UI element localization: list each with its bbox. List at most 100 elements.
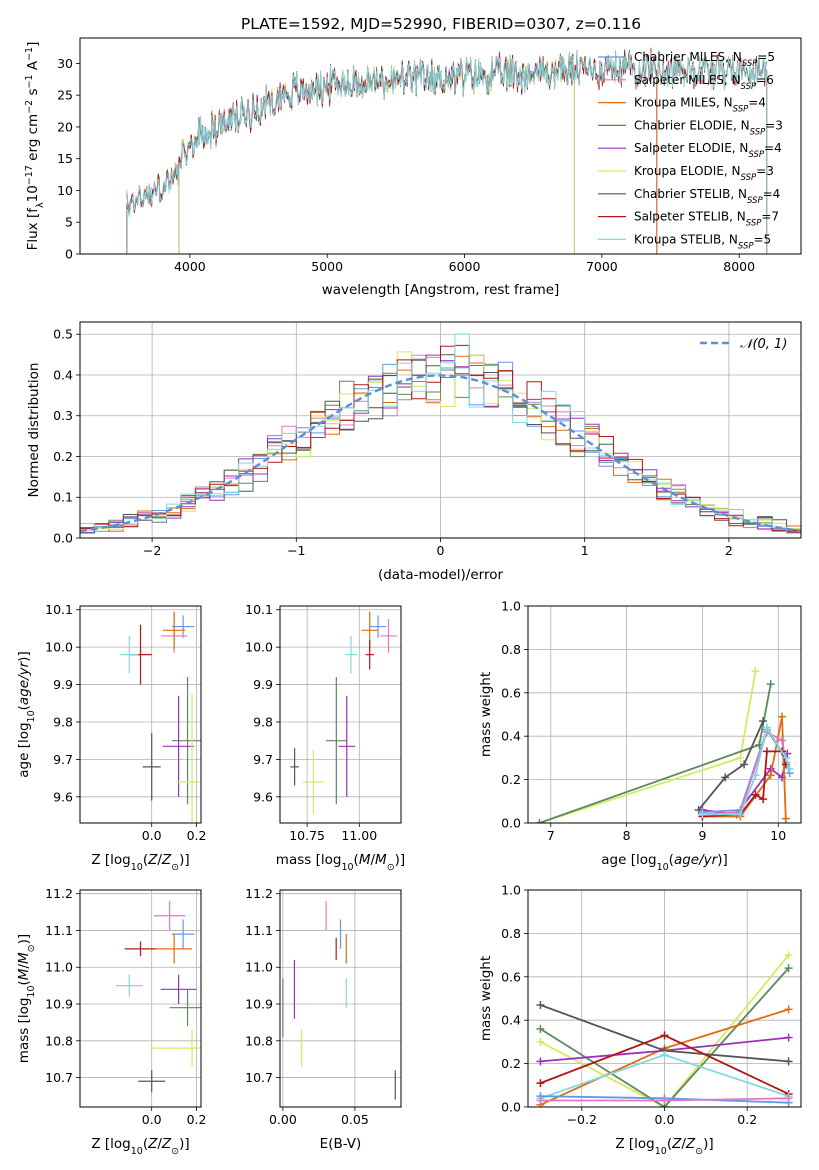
axes-border xyxy=(79,889,202,1108)
weight-marker-chabrier-stelib xyxy=(759,717,768,726)
x-tick-label: 1 xyxy=(581,543,589,558)
weight-marker-chabrier-elodie xyxy=(784,964,793,973)
panel-mass-weight-vs-Z: −0.2 0.0 0.2 0.0 0.2 0.4 0.6 0.8 1.0 Z [log10(Z/Z… xyxy=(478,883,802,1157)
panel-mass-vs-EBV: 0.00 0.05 10.7 10.8 10.9 11.0 11.1 11.2 E(B-V) xyxy=(245,886,402,1152)
y-tick-label: 0.5 xyxy=(53,327,73,342)
legend-label-salpeter-miles: Salpeter MILES, NSSP=6 xyxy=(634,73,774,92)
x-tick-label: 2 xyxy=(725,543,733,558)
weight-marker-kroupa-elodie xyxy=(751,667,760,676)
x-tick-label: 10.75 xyxy=(289,828,325,843)
errorbar-kroupa-miles xyxy=(162,611,186,650)
legend-label-salpeter-elodie: Salpeter ELODIE, NSSP=4 xyxy=(634,141,782,160)
x-axis-label: Z [log10(Z/Z⊙)] xyxy=(615,1136,713,1157)
panel-age-vs-Z: 0.0 0.2 9.6 9.7 9.8 9.9 10.0 10.1 Z [log10(Z/Z⊙)… xyxy=(16,602,206,872)
y-tick-label: 0.6 xyxy=(501,969,521,984)
plot-area-mass-vs-EBV xyxy=(282,901,396,1100)
weight-marker-chabrier-elodie xyxy=(766,680,775,689)
x-tick-label: 8 xyxy=(623,828,631,843)
panel-residuals: −2 −1 0 1 2 0.0 0.1 0.2 0.3 0.4 0.5 𝒩(0, 1) (data-mo… xyxy=(26,321,802,583)
weight-marker-kroupa-stelib xyxy=(781,753,790,762)
weight-marker-chabrier-stelib xyxy=(536,1001,545,1010)
y-tick-label: 11.2 xyxy=(45,886,73,901)
axes-frame: 0.00 0.05 10.7 10.8 10.9 11.0 11.1 11.2 E(B-V) xyxy=(245,886,402,1152)
errorbar-chabrier-miles xyxy=(171,615,195,638)
errorbar-salpeter-elodie xyxy=(160,974,197,1005)
y-tick-label: 10.0 xyxy=(45,640,73,655)
y-tick-label: 5 xyxy=(65,215,73,230)
axes-border xyxy=(79,37,802,255)
y-tick-label: 10.7 xyxy=(45,1070,73,1085)
figure-title: PLATE=1592, MJD=52990, FIBERID=0307, z=0… xyxy=(241,15,641,33)
spectrum-line-kroupa-stelib xyxy=(126,51,767,217)
histogram-kroupa-stelib xyxy=(80,333,801,534)
y-tick-label: 0.3 xyxy=(53,408,73,423)
x-tick-label: −2 xyxy=(143,543,161,558)
weight-marker-kroupa-elodie xyxy=(784,951,793,960)
x-axis-label: Z [log10(Z/Z⊙)] xyxy=(91,1136,189,1157)
legend-label-normal: 𝒩(0, 1) xyxy=(740,337,787,352)
errorbar-kroupa-miles xyxy=(156,934,193,964)
y-tick-label: 10.9 xyxy=(45,997,73,1012)
errorbar-kroupa-stelib xyxy=(115,974,143,997)
y-tick-label: 0.4 xyxy=(53,367,73,382)
y-tick-label: 0.2 xyxy=(501,772,521,787)
plot-area-age-vs-mass xyxy=(290,611,397,814)
errorbar-salpeter-elodie xyxy=(162,695,195,797)
weight-marker-kroupa-stelib xyxy=(698,810,707,819)
y-tick-label: 11.0 xyxy=(45,960,73,975)
plot-area-mass-vs-Z xyxy=(115,901,201,1093)
weight-marker-chabrier-elodie xyxy=(535,819,544,823)
x-tick-label: 0.05 xyxy=(341,1112,369,1127)
y-tick-label: 11.1 xyxy=(245,923,273,938)
y-axis-label: mass weight xyxy=(478,672,494,757)
y-tick-label: 0.4 xyxy=(501,1013,521,1028)
axes-border xyxy=(79,605,202,824)
y-tick-label: 9.7 xyxy=(53,752,73,767)
weight-marker-salpeter-stelib xyxy=(759,795,768,804)
errorbar-chabrier-elodie xyxy=(169,989,201,1027)
x-tick-label: 9 xyxy=(698,828,706,843)
errorbar-chabrier-stelib xyxy=(290,748,299,786)
y-tick-label: 0.1 xyxy=(53,490,73,505)
y-tick-label: 9.6 xyxy=(53,789,73,804)
x-tick-label: 7000 xyxy=(586,259,618,274)
y-tick-label: 0.0 xyxy=(501,816,521,831)
x-tick-label: 7 xyxy=(547,828,555,843)
y-tick-label: 0.8 xyxy=(501,642,521,657)
errorbar-salpeter-miles xyxy=(380,619,397,653)
x-tick-label: 0.0 xyxy=(142,1112,162,1127)
errorbar-kroupa-elodie xyxy=(151,1029,201,1067)
legend-label-kroupa-elodie: Kroupa ELODIE, NSSP=3 xyxy=(634,164,774,183)
y-tick-label: 0.8 xyxy=(501,926,521,941)
weight-marker-salpeter-elodie xyxy=(784,1033,793,1042)
y-tick-label: 11.1 xyxy=(45,923,73,938)
errorbar-salpeter-stelib xyxy=(124,941,157,957)
x-tick-label: 11.00 xyxy=(341,828,377,843)
x-tick-label: 0.0 xyxy=(142,828,162,843)
weight-marker-salpeter-stelib xyxy=(660,1031,669,1040)
y-tick-label: 1.0 xyxy=(501,883,521,898)
x-axis-label: age [log10(age/yr)] xyxy=(601,852,727,873)
y-axis-label: age [log10(age/yr)] xyxy=(16,651,37,777)
y-tick-label: 15 xyxy=(57,151,73,166)
x-tick-label: −1 xyxy=(287,543,305,558)
y-tick-label: 0.0 xyxy=(501,1100,521,1115)
legend-label-chabrier-elodie: Chabrier ELODIE, NSSP=3 xyxy=(634,118,783,137)
weight-marker-chabrier-stelib xyxy=(784,1057,793,1066)
x-tick-label: 0.2 xyxy=(737,1112,757,1127)
plot-area-residuals xyxy=(80,333,801,535)
panel-age-vs-mass: 10.75 11.00 9.6 9.7 9.8 9.9 10.0 10.1 mass [log1… xyxy=(245,602,405,872)
plot-area-mass-weight-vs-age xyxy=(535,667,794,823)
axes-frame: 7 8 9 10 0.0 0.2 0.4 0.6 0.8 1.0 age [log10(age/yr… xyxy=(478,599,802,873)
weight-marker-kroupa-stelib xyxy=(736,810,745,819)
errorbar-chabrier-miles xyxy=(171,919,195,949)
legend: Chabrier MILES, NSSP=5 Salpeter MILES, NS… xyxy=(598,50,783,251)
legend-label-salpeter-stelib: Salpeter STELIB, NSSP=7 xyxy=(634,210,779,229)
x-axis-label: E(B-V) xyxy=(320,1136,362,1152)
y-axis-label: mass [log10(M/M⊙)] xyxy=(16,934,37,1063)
axes-border xyxy=(527,605,802,824)
y-tick-label: 10.1 xyxy=(245,602,273,617)
axes-border xyxy=(279,605,402,824)
y-tick-label: 10.8 xyxy=(245,1033,273,1048)
